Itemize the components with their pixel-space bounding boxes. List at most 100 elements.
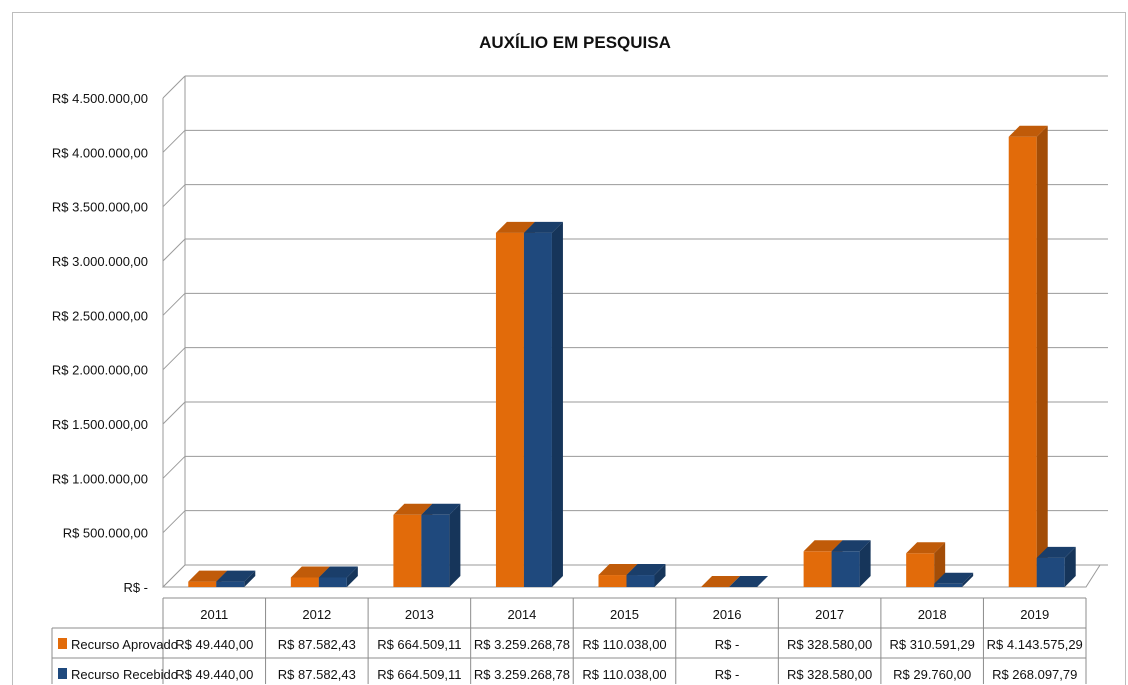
bar — [831, 540, 871, 587]
data-label: R$ 664.509,11 — [377, 667, 461, 682]
bar-top — [216, 570, 256, 582]
gridline-side — [162, 75, 186, 99]
bar-top — [906, 542, 946, 554]
bar-top — [1008, 125, 1048, 137]
bar-front — [934, 583, 963, 587]
bar — [701, 576, 741, 587]
y-tick-label: R$ 2.000.000,00 — [52, 363, 148, 378]
bar-front — [495, 232, 524, 588]
legend-swatch — [58, 638, 67, 649]
x-tick-label: 2018 — [918, 607, 947, 622]
bar-top — [523, 221, 563, 233]
bar-side — [654, 564, 666, 587]
data-label: R$ 664.509,11 — [377, 637, 461, 652]
data-label: R$ 49.440,00 — [175, 667, 253, 682]
data-table: 2011 2012 2013 2014 2015 2016 2017 2018 2019 Recu… — [51, 597, 1087, 684]
bar-side — [1036, 125, 1048, 588]
data-label: R$ 4.143.575,29 — [987, 637, 1083, 652]
x-tick-label: 2019 — [1020, 607, 1049, 622]
bar-side — [551, 221, 563, 588]
gridline-side — [162, 292, 186, 316]
y-tick-label: R$ - — [123, 580, 148, 595]
bar-front — [598, 575, 627, 587]
bar-front — [831, 551, 860, 587]
bars — [188, 125, 1076, 588]
bar-front — [421, 514, 450, 587]
bar-front — [1008, 136, 1037, 587]
data-label: R$ 3.259.268,78 — [474, 667, 570, 682]
bar — [934, 572, 974, 587]
gridline-side — [162, 129, 186, 153]
bar-side — [449, 503, 461, 587]
bar — [1008, 125, 1048, 588]
bar-side — [244, 570, 256, 587]
bar-front — [216, 581, 245, 587]
bar-top — [188, 570, 228, 582]
bar — [1036, 546, 1076, 587]
data-label: R$ 110.038,00 — [582, 667, 666, 682]
bar-top — [626, 564, 666, 576]
data-label: R$ 328.580,00 — [787, 667, 872, 682]
y-tick-label: R$ 3.500.000,00 — [52, 200, 148, 215]
y-tick-label: R$ 4.000.000,00 — [52, 145, 148, 160]
gridline-side — [162, 347, 186, 371]
bar-front — [626, 575, 655, 587]
data-label: R$ 87.582,43 — [278, 637, 356, 652]
gridline-side — [162, 510, 186, 534]
bar-side — [962, 572, 974, 587]
gridline-side — [162, 401, 186, 425]
x-tick-label: 2015 — [610, 607, 639, 622]
bar-front — [906, 553, 935, 587]
y-tick-label: R$ 500.000,00 — [63, 526, 148, 541]
y-tick-label: R$ 1.500.000,00 — [52, 417, 148, 432]
bar-front — [290, 577, 319, 587]
bar — [318, 566, 358, 587]
chart-frame — [12, 12, 1126, 685]
bar-top — [318, 566, 358, 578]
x-tick-label: 2013 — [405, 607, 434, 622]
data-label: R$ 3.259.268,78 — [474, 637, 570, 652]
bar-top — [290, 566, 330, 578]
data-label: R$ 268.097,79 — [992, 667, 1077, 682]
bar-top — [934, 572, 974, 584]
legend-swatch — [58, 668, 67, 679]
x-tick-label: 2014 — [507, 607, 536, 622]
bar-front — [393, 514, 422, 587]
x-tick-label: 2011 — [200, 607, 228, 622]
bar — [216, 570, 256, 587]
bar — [626, 564, 666, 587]
y-tick-label: R$ 2.500.000,00 — [52, 308, 148, 323]
bar-top — [421, 503, 461, 515]
data-label: R$ 328.580,00 — [787, 637, 872, 652]
data-label: R$ 110.038,00 — [582, 637, 666, 652]
bar-front — [803, 551, 832, 587]
y-axis-ticks: R$ - R$ 500.000,00 R$ 1.000.000,00 R$ 1.500… — [52, 91, 148, 595]
data-label: R$ - — [715, 667, 740, 682]
legend-label: Recurso Recebido — [71, 667, 178, 682]
bar-top — [831, 540, 871, 552]
x-tick-label: 2016 — [713, 607, 742, 622]
gridlines — [161, 75, 1108, 588]
data-label: R$ 49.440,00 — [175, 637, 253, 652]
bar-top — [1036, 546, 1076, 558]
chart-title: AUXÍLIO EM PESQUISA — [479, 33, 671, 52]
bar-top — [803, 540, 843, 552]
bar-top — [729, 576, 769, 587]
bar-front — [318, 577, 347, 587]
bar — [523, 221, 563, 588]
y-tick-label: R$ 3.000.000,00 — [52, 254, 148, 269]
gridline-side — [162, 455, 186, 479]
legend-label: Recurso Aprovado — [71, 637, 178, 652]
data-label: R$ 310.591,29 — [890, 637, 975, 652]
y-tick-label: R$ 1.000.000,00 — [52, 471, 148, 486]
gridline-side — [162, 238, 186, 262]
bar-front — [1036, 557, 1065, 587]
bar-side — [346, 566, 358, 587]
bar-top — [393, 503, 433, 515]
data-label: R$ - — [715, 637, 740, 652]
x-tick-label: 2012 — [302, 607, 331, 622]
bar-top — [598, 564, 638, 576]
bar-top — [701, 576, 741, 587]
bar — [421, 503, 461, 587]
